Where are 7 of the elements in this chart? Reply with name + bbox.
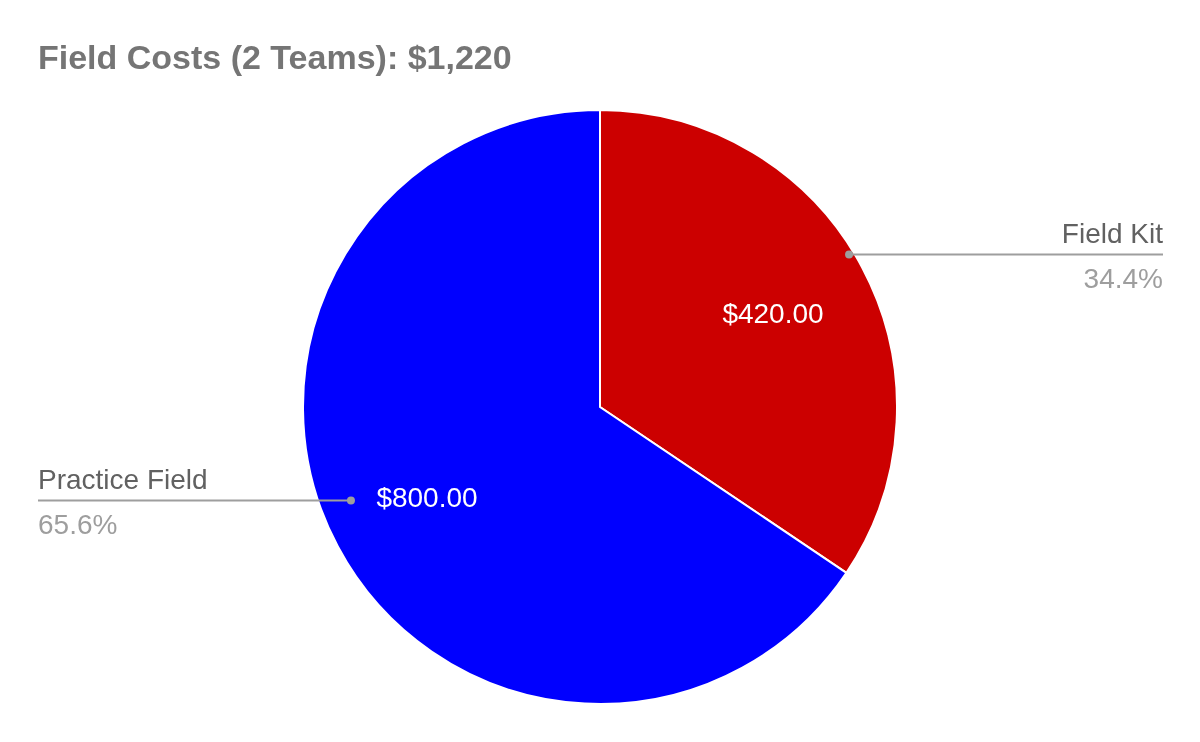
text: 65.6% xyxy=(38,508,118,540)
text: 34.4% xyxy=(1083,262,1163,294)
chart-title: Field Costs (2 Teams): $1,220 xyxy=(38,37,512,76)
slice-label: Practice Field xyxy=(38,464,208,496)
data-label: $800.00 xyxy=(376,482,478,514)
data-label: $420.00 xyxy=(722,297,824,329)
slice-label: Field Kit xyxy=(1061,218,1164,250)
